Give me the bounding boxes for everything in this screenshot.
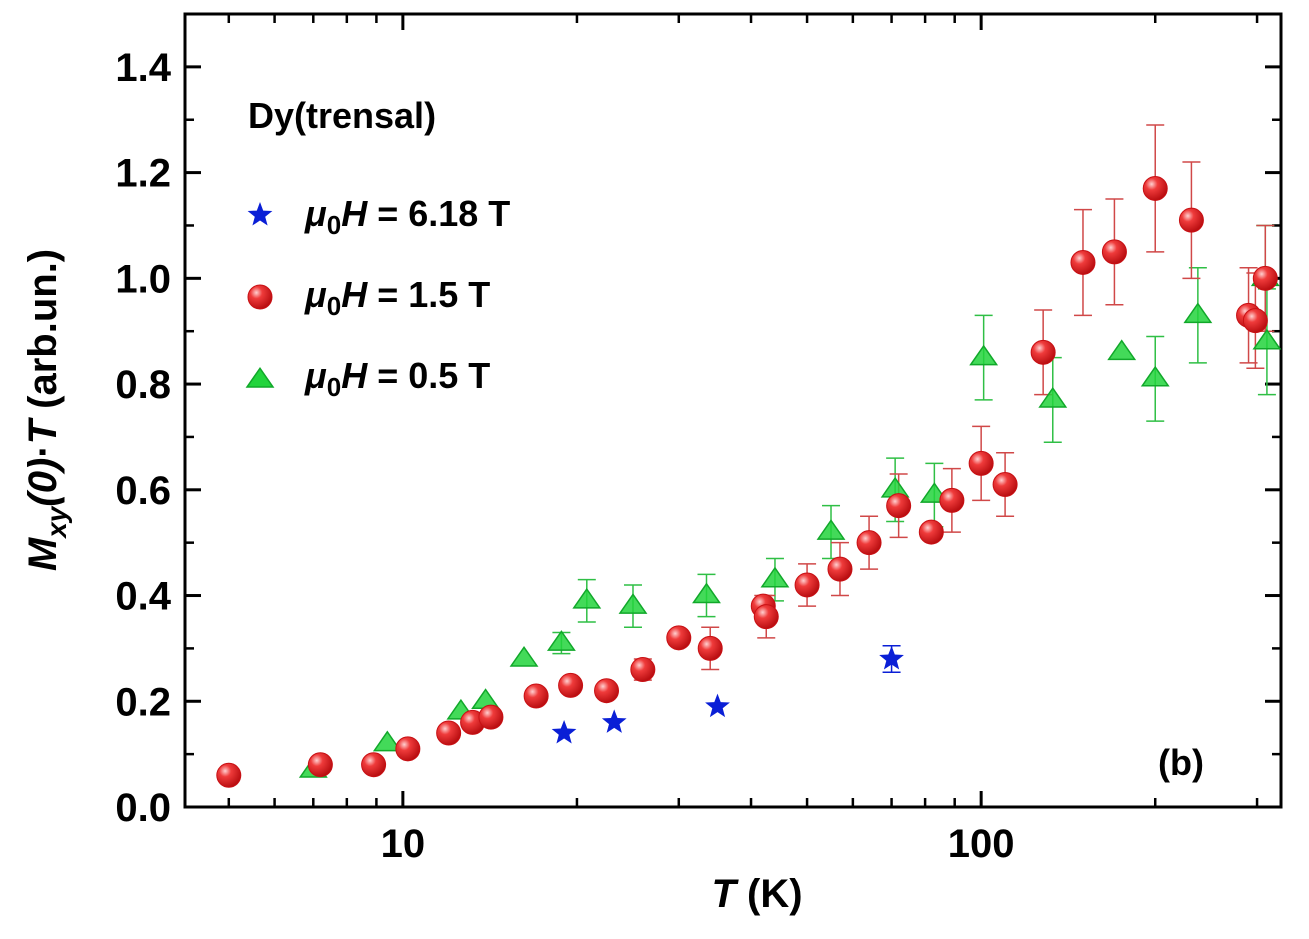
data-point-circle bbox=[361, 752, 387, 778]
data-point-circle bbox=[523, 683, 549, 709]
data-point-circle bbox=[558, 672, 584, 698]
data-point-circle bbox=[794, 572, 820, 598]
data-point-circle bbox=[594, 678, 620, 704]
data-point-circle bbox=[1101, 239, 1127, 265]
plot-frame bbox=[183, 12, 1283, 809]
legend-label-0-5: μ0H = 0.5 T bbox=[304, 355, 490, 402]
legend-item-0-5: μ0H = 0.5 T bbox=[245, 355, 490, 402]
data-point-triangle bbox=[1140, 365, 1170, 387]
x-tick-label: 10 bbox=[381, 822, 426, 866]
data-point-circle bbox=[697, 635, 723, 661]
data-point-star bbox=[551, 720, 577, 744]
y-tick-label: 1.4 bbox=[115, 46, 171, 90]
data-point-circle bbox=[918, 519, 944, 545]
data-point-triangle bbox=[618, 593, 648, 614]
legend-item-6-18: μ0H = 6.18 T bbox=[247, 193, 510, 240]
data-point-circle bbox=[395, 736, 421, 762]
data-point-circle bbox=[827, 556, 853, 582]
legend-item-1-5: μ0H = 1.5 T bbox=[247, 274, 490, 321]
data-point-circle bbox=[307, 752, 333, 778]
data-point-star bbox=[705, 693, 730, 718]
data-point-triangle bbox=[509, 645, 539, 667]
data-point-triangle bbox=[692, 582, 721, 604]
data-point-circle bbox=[1142, 175, 1168, 201]
y-axis-tick-labels: 0.0 0.2 0.4 0.6 0.8 1.0 1.2 1.4 bbox=[115, 46, 171, 830]
y-tick-label: 0.0 bbox=[115, 786, 171, 830]
x-axis-tick-labels: 10 100 bbox=[381, 822, 1015, 866]
error-bars bbox=[552, 124, 1276, 681]
data-point-circle bbox=[1242, 308, 1268, 334]
legend: μ0H = 6.18 T μ0H = 1.5 T μ0H = 0.5 T bbox=[245, 193, 510, 402]
data-point-triangle bbox=[1038, 386, 1068, 408]
legend-circle-marker bbox=[247, 284, 273, 310]
data-point-circle bbox=[478, 704, 504, 730]
data-point-triangle bbox=[1183, 302, 1213, 324]
data-point-circle bbox=[886, 493, 912, 519]
data-point-triangle bbox=[372, 730, 402, 752]
y-tick-label: 0.8 bbox=[115, 363, 171, 407]
data-point-circle bbox=[1178, 207, 1204, 233]
x-tick-label: 100 bbox=[948, 822, 1015, 866]
legend-triangle-marker bbox=[245, 366, 275, 388]
data-point-triangle bbox=[760, 566, 790, 588]
data-point-circle bbox=[856, 530, 882, 556]
legend-label-6-18: μ0H = 6.18 T bbox=[304, 193, 510, 240]
data-point-circle bbox=[1030, 339, 1056, 365]
y-tick-label: 0.2 bbox=[115, 680, 171, 724]
data-point-circle bbox=[216, 762, 242, 788]
legend-star-marker bbox=[247, 202, 273, 226]
y-axis-title: Mxy(0)·T (arb.un.) bbox=[21, 249, 72, 571]
data-point-triangle bbox=[969, 344, 999, 366]
y-tick-label: 1.0 bbox=[115, 257, 171, 301]
data-point-triangle bbox=[816, 519, 846, 540]
legend-label-1-5: μ0H = 1.5 T bbox=[304, 274, 490, 321]
data-point-star bbox=[601, 709, 627, 733]
data-point-triangle bbox=[572, 587, 602, 609]
legend-title: Dy(trensal) bbox=[248, 95, 436, 136]
data-point-circle bbox=[1070, 249, 1096, 275]
data-point-circle bbox=[630, 657, 656, 683]
data-point-triangle bbox=[546, 630, 576, 651]
data-point-triangle bbox=[1107, 339, 1137, 361]
data-point-triangle bbox=[1252, 328, 1282, 350]
data-point-circle bbox=[666, 625, 692, 651]
y-tick-label: 1.2 bbox=[115, 152, 171, 196]
data-point-circle bbox=[753, 604, 779, 630]
panel-label: (b) bbox=[1158, 742, 1204, 783]
data-point-circle bbox=[992, 472, 1018, 498]
data-point-star bbox=[879, 646, 904, 670]
data-point-circle bbox=[436, 720, 462, 746]
data-point-circle bbox=[1252, 265, 1278, 291]
x-axis-title: T (K) bbox=[711, 872, 802, 916]
x-axis-ticks bbox=[227, 14, 1259, 807]
y-tick-label: 0.4 bbox=[115, 575, 171, 619]
data-point-circle bbox=[939, 487, 965, 513]
data-point-circle bbox=[968, 450, 994, 476]
y-tick-label: 0.6 bbox=[115, 469, 171, 513]
data-markers bbox=[216, 175, 1282, 788]
y-axis-ticks bbox=[185, 65, 1281, 809]
